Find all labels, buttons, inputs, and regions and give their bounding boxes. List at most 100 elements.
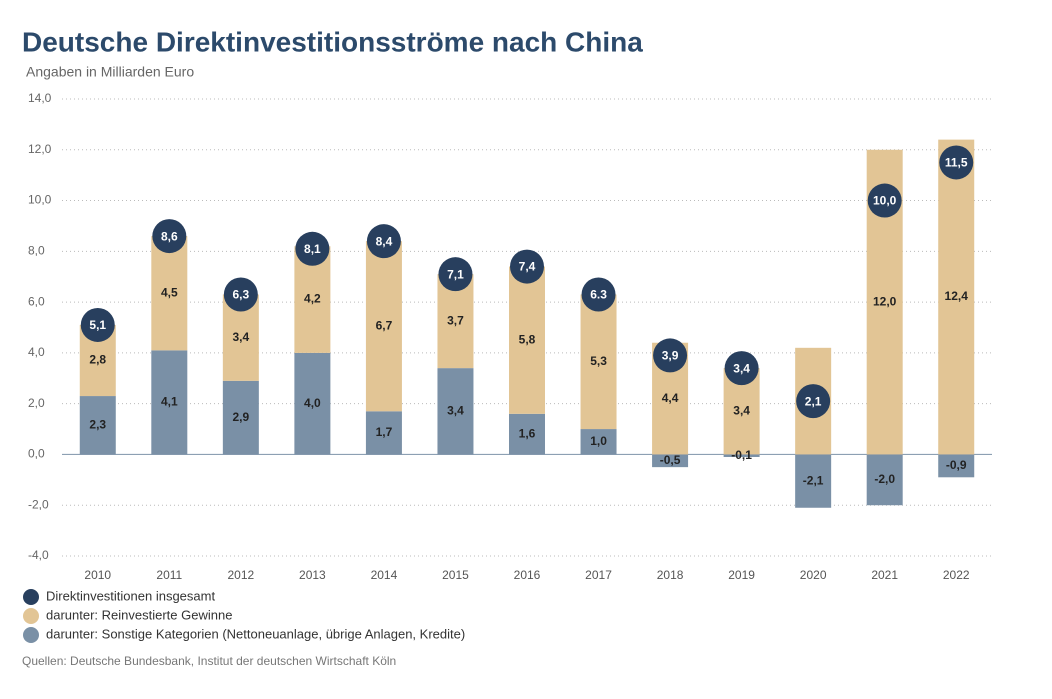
x-tick-label: 2018 bbox=[657, 568, 684, 582]
y-tick-label: 14,0 bbox=[28, 91, 52, 105]
y-tick-label: 10,0 bbox=[28, 193, 52, 207]
bar bbox=[938, 139, 975, 455]
total-label: 2,1 bbox=[805, 394, 822, 408]
total-marker bbox=[796, 384, 831, 419]
x-tick-label: 2011 bbox=[156, 568, 182, 582]
data-label: 6,7 bbox=[376, 318, 393, 332]
x-tick-label: 2016 bbox=[514, 568, 541, 582]
data-label: 4,2 bbox=[304, 292, 321, 306]
bar bbox=[938, 454, 975, 478]
bar bbox=[437, 368, 474, 455]
bar bbox=[79, 396, 116, 455]
bar bbox=[509, 266, 545, 414]
total-marker bbox=[295, 231, 330, 266]
x-tick-label: 2014 bbox=[371, 568, 398, 582]
legend-swatch bbox=[23, 589, 39, 605]
bar bbox=[151, 236, 188, 351]
bar bbox=[365, 241, 402, 412]
bar bbox=[580, 429, 617, 455]
total-marker bbox=[223, 277, 258, 312]
total-marker bbox=[724, 351, 759, 386]
x-tick-label: 2017 bbox=[585, 568, 612, 582]
total-label: 11,5 bbox=[945, 156, 968, 170]
total-label: 7,4 bbox=[519, 260, 536, 274]
chart-title: Deutsche Direktinvestitionsströme nach C… bbox=[22, 26, 643, 57]
legend-label: Direktinvestitionen insgesamt bbox=[46, 588, 215, 603]
total-marker bbox=[939, 145, 974, 180]
x-tick-label: 2021 bbox=[871, 568, 898, 582]
bar bbox=[151, 350, 188, 455]
data-label: 4,1 bbox=[161, 395, 178, 409]
bar bbox=[222, 380, 259, 455]
data-label: 12,4 bbox=[945, 289, 969, 303]
data-label: -2,1 bbox=[803, 473, 824, 487]
data-label: 12,0 bbox=[873, 294, 897, 308]
data-label: 4,0 bbox=[304, 396, 321, 410]
y-tick-label: 12,0 bbox=[28, 142, 52, 156]
total-marker bbox=[80, 307, 115, 342]
data-label: 1,7 bbox=[376, 425, 393, 439]
bar bbox=[294, 352, 331, 455]
total-label: 5,1 bbox=[89, 318, 106, 332]
bar bbox=[795, 454, 832, 508]
total-marker bbox=[152, 219, 187, 254]
total-marker bbox=[366, 224, 401, 259]
data-label: 1,6 bbox=[519, 426, 536, 440]
x-tick-label: 2015 bbox=[442, 568, 469, 582]
total-label: 8,6 bbox=[161, 229, 178, 243]
bar bbox=[365, 411, 402, 455]
x-tick-label: 2013 bbox=[299, 568, 326, 582]
source: Quellen: Deutsche Bundesbank, Institut d… bbox=[22, 654, 396, 668]
total-label: 3,4 bbox=[733, 361, 750, 375]
bar bbox=[509, 413, 545, 455]
data-label: -0,9 bbox=[946, 458, 967, 472]
total-marker bbox=[438, 257, 473, 292]
total-label: 7,1 bbox=[447, 267, 464, 281]
data-label: 2,9 bbox=[233, 410, 250, 424]
data-label: 3,4 bbox=[733, 403, 750, 417]
bar bbox=[723, 454, 760, 457]
x-tick-label: 2019 bbox=[728, 568, 755, 582]
total-label: 6,3 bbox=[233, 288, 250, 302]
total-marker bbox=[867, 183, 902, 218]
total-label: 8,1 bbox=[304, 242, 321, 256]
data-label: 1,0 bbox=[590, 434, 607, 448]
y-tick-label: 6,0 bbox=[28, 294, 45, 308]
x-tick-label: 2020 bbox=[800, 568, 827, 582]
y-tick-label: 0,0 bbox=[28, 447, 45, 461]
bar bbox=[652, 454, 689, 468]
y-tick-label: 8,0 bbox=[28, 244, 45, 258]
total-label: 8,4 bbox=[376, 234, 393, 248]
total-label: 6.3 bbox=[590, 288, 607, 302]
data-label: 2,8 bbox=[89, 353, 106, 367]
data-label: 4,5 bbox=[161, 285, 178, 299]
total-label: 3,9 bbox=[662, 349, 679, 363]
chart-subtitle: Angaben in Milliarden Euro bbox=[26, 64, 194, 80]
data-label: 5,8 bbox=[519, 332, 536, 346]
data-label: -0,5 bbox=[660, 453, 681, 467]
legend-label: darunter: Sonstige Kategorien (Nettoneua… bbox=[46, 626, 465, 641]
y-tick-label: -2,0 bbox=[28, 497, 49, 511]
data-label: 3,7 bbox=[447, 313, 464, 327]
legend-swatch bbox=[23, 627, 39, 643]
y-tick-label: 2,0 bbox=[28, 396, 45, 410]
total-marker bbox=[510, 249, 544, 284]
data-label: 5,3 bbox=[590, 354, 607, 368]
total-marker bbox=[653, 338, 688, 373]
bar bbox=[866, 454, 903, 506]
data-label: -0,1 bbox=[731, 448, 752, 462]
x-tick-label: 2022 bbox=[943, 568, 970, 582]
data-label: 2,3 bbox=[89, 417, 106, 431]
bar bbox=[580, 294, 617, 430]
legend-label: darunter: Reinvestierte Gewinne bbox=[46, 607, 232, 622]
y-tick-label: -4,0 bbox=[28, 548, 49, 562]
x-tick-label: 2012 bbox=[227, 568, 254, 582]
legend-swatch bbox=[23, 608, 39, 624]
total-label: 10,0 bbox=[873, 194, 897, 208]
y-tick-label: 4,0 bbox=[28, 345, 45, 359]
data-label: 3,4 bbox=[447, 403, 464, 417]
x-tick-label: 2010 bbox=[84, 568, 111, 582]
data-label: 4,4 bbox=[662, 391, 679, 405]
data-label: 3,4 bbox=[233, 330, 250, 344]
